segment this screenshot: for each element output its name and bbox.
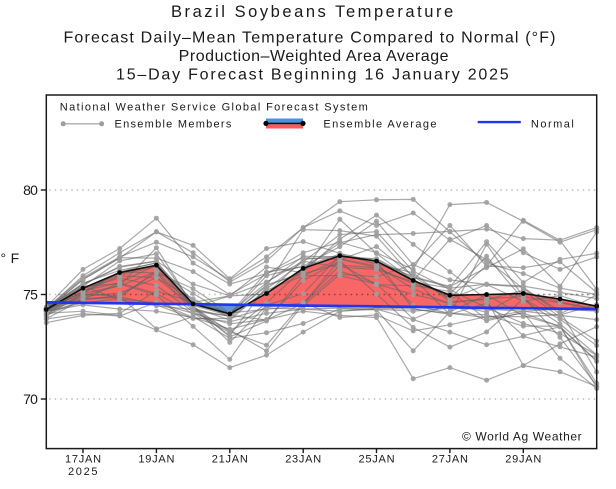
- svg-text:70: 70: [23, 391, 38, 407]
- svg-text:80: 80: [23, 182, 38, 198]
- svg-text:19JAN: 19JAN: [138, 454, 175, 466]
- svg-text:°F: °F: [1, 250, 24, 266]
- svg-text:27JAN: 27JAN: [432, 454, 469, 466]
- svg-text:25JAN: 25JAN: [359, 454, 396, 466]
- svg-text:2025: 2025: [68, 466, 99, 478]
- svg-text:Ensemble Average: Ensemble Average: [323, 119, 438, 131]
- svg-text:Production–Weighted Area Avera: Production–Weighted Area Average: [179, 48, 450, 65]
- svg-text:21JAN: 21JAN: [212, 454, 249, 466]
- svg-text:National Weather Service Globa: National Weather Service Global Forecast…: [60, 102, 369, 114]
- svg-text:© World Ag Weather: © World Ag Weather: [462, 430, 582, 444]
- svg-text:23JAN: 23JAN: [285, 454, 322, 466]
- svg-text:Ensemble Members: Ensemble Members: [115, 119, 233, 131]
- svg-text:75: 75: [23, 287, 38, 303]
- svg-text:Normal: Normal: [531, 119, 575, 131]
- svg-text:29JAN: 29JAN: [505, 454, 542, 466]
- svg-text:17JAN: 17JAN: [65, 454, 102, 466]
- svg-text:Brazil Soybeans Temperature: Brazil Soybeans Temperature: [171, 3, 456, 21]
- svg-text:Forecast Daily–Mean Temperatur: Forecast Daily–Mean Temperature Compared…: [64, 29, 557, 46]
- svg-text:15–Day Forecast Beginning 16 J: 15–Day Forecast Beginning 16 January 202…: [116, 66, 511, 83]
